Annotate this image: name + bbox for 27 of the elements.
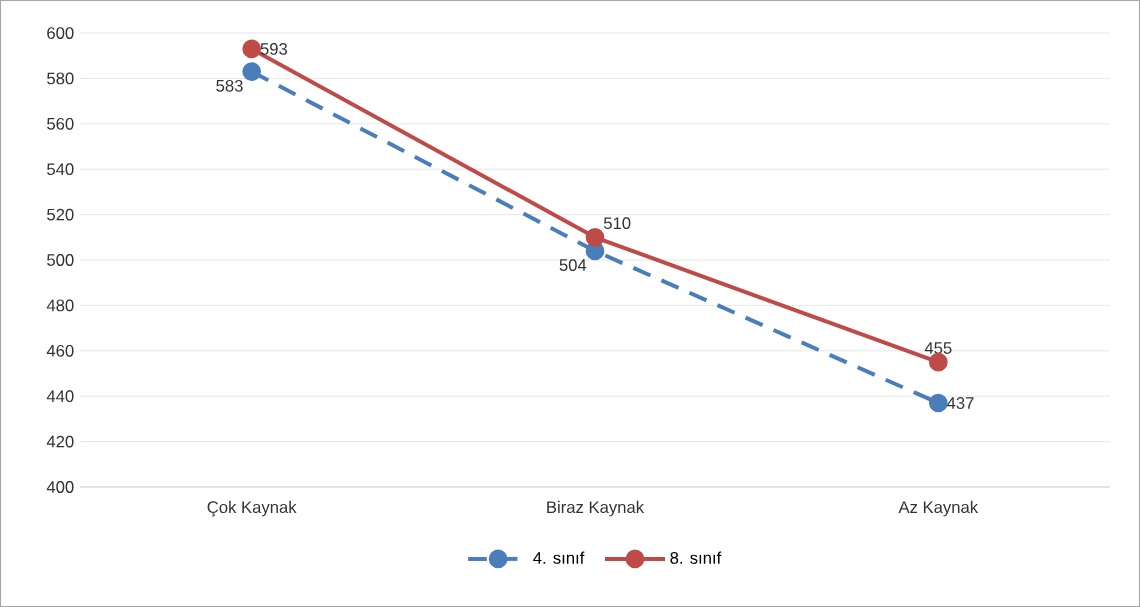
data-label: 593	[260, 43, 288, 55]
point	[928, 393, 948, 413]
data-label: 583	[216, 79, 243, 92]
data-label: 437	[946, 397, 974, 409]
point	[585, 227, 605, 247]
point	[928, 352, 948, 372]
y-tick-label: 420	[46, 435, 74, 448]
y-tick-label: 520	[47, 208, 74, 221]
x-tick-label: Az Kaynak	[898, 500, 979, 517]
point	[242, 62, 262, 81]
point	[242, 39, 262, 59]
y-tick-label: 400	[46, 481, 74, 493]
legend-label: 4. sınıf	[533, 551, 585, 564]
y-tick-label: 440	[46, 390, 74, 403]
x-tick-label: Çok Kaynak	[207, 500, 297, 517]
y-tick-label: 480	[46, 299, 74, 312]
legend-label: 8. sınıf	[670, 551, 722, 564]
x-tick-label: Biraz Kaynak	[547, 500, 645, 517]
y-tick-label: 540	[47, 163, 74, 176]
data-label: 504	[559, 259, 587, 271]
y-tick-label: 600	[47, 27, 74, 39]
y-tick-label: 460	[46, 344, 74, 357]
data-label: 510	[603, 217, 631, 230]
y-tick-label: 560	[47, 117, 74, 130]
y-tick-label: 500	[47, 254, 74, 266]
data-label: 455	[924, 342, 952, 354]
y-tick-label: 580	[47, 72, 74, 85]
